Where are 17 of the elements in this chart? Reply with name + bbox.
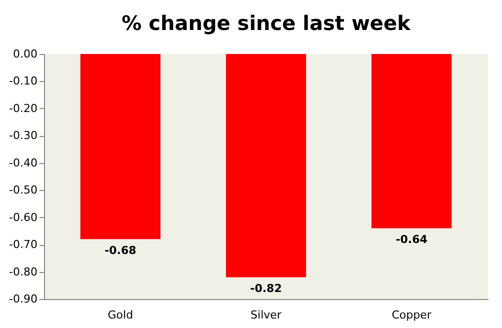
y-tick-label: -0.40 [9,156,38,170]
y-tick-label: -0.80 [9,265,38,278]
y-tick-label: -0.50 [9,184,38,197]
x-tick-label: Gold [108,308,134,322]
y-tick-label: -0.30 [9,129,38,142]
y-tick-label: -0.60 [9,210,38,224]
y-tick-label: -0.20 [9,102,38,115]
x-tick-label: Copper [392,308,432,322]
y-tick-label: -0.70 [9,238,38,252]
y-tick-label: -0.10 [9,74,38,88]
chart-title: % change since last week [122,11,412,35]
x-tick-label: Silver [250,308,282,322]
y-tick-label: -0.90 [9,292,38,306]
data-label: -0.68 [104,244,136,258]
y-tick-label: 0.00 [13,48,38,60]
data-label: -0.64 [396,233,428,246]
data-label: -0.82 [250,282,282,296]
